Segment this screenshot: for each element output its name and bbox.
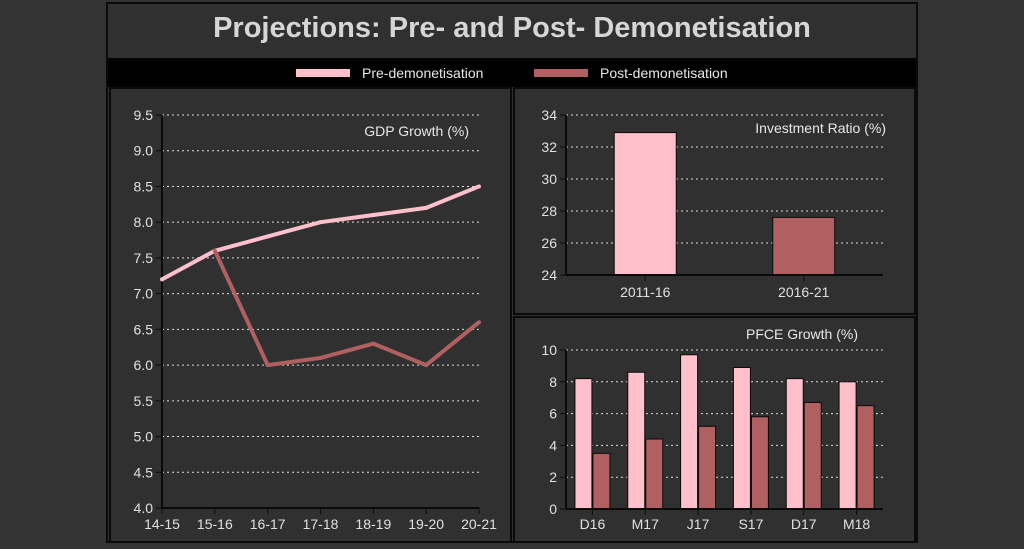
gdp-xtick-label: 16-17 [250,516,286,532]
gdp-xtick-label: 19-20 [408,516,444,532]
inv-ytick-label: 28 [541,203,557,219]
gdp-point-1 [424,363,429,368]
pfce-ytick-label: 4 [549,437,557,453]
pfce-bar-0 [574,378,593,510]
gdp-point-1 [212,248,217,253]
pfce-bar-1 [592,452,611,510]
gdp-point-0 [160,277,164,282]
pfce-bar-0 [785,378,804,510]
inv-xtick-label: 2016-21 [778,284,830,300]
pfce-xtick-label: D16 [580,516,606,532]
legend-swatch-post [534,68,588,77]
gdp-point-0 [265,234,270,239]
pfce-chart-title: PFCE Growth (%) [746,326,858,342]
gdp-ytick-label: 6.5 [134,321,154,337]
pfce-growth-panel: 0 2 4 6 8 10 D16 M17 J17 S17 D17 M18 PFCE Growth (%) [513,316,916,543]
pfce-xtick-label: J17 [687,516,710,532]
pfce-growth-chart: 0 2 4 6 8 10 D16 M17 J17 S17 D17 M18 PFCE Growth (%) [541,326,883,532]
gdp-ytick-label: 5.0 [134,429,154,445]
gdp-point-1 [265,363,270,368]
gdp-point-0 [318,220,323,225]
gdp-point-1 [477,320,481,325]
gdp-growth-chart: 4.0 4.5 5.0 5.5 6.0 6.5 7.0 7.5 8.0 8.5 9.0 9.5 14-1… [134,107,498,532]
investment-ratio-chart: 24 26 28 30 32 34 2011-16 2016-21 Investment Rat… [541,107,886,300]
pfce-ytick-label: 6 [549,406,557,422]
pfce-bar-0 [838,381,857,510]
gdp-series-line-1 [213,249,481,368]
legend: Pre-demonetisation Post-demonetisation [108,58,916,87]
pfce-ytick-label: 8 [549,374,557,390]
legend-item-pre: Pre-demonetisation [296,58,483,87]
inv-ytick-label: 32 [541,139,557,155]
pfce-ytick-label: 0 [549,501,557,517]
legend-swatch-pre [296,68,350,77]
pfce-bar-0 [732,366,751,510]
pfce-bar-0 [627,371,646,510]
pfce-bar-0 [680,354,699,510]
figure-frame: Projections: Pre- and Post- Demonetisati… [106,2,918,543]
pfce-ytick-label: 10 [541,342,557,358]
inv-xtick-label: 2011-16 [620,284,671,300]
gdp-ytick-label: 4.0 [134,500,154,516]
gdp-series-line-0 [161,184,480,282]
gdp-chart-title: GDP Growth (%) [364,123,469,139]
gdp-xtick-label: 20-21 [461,516,497,532]
inv-ytick-label: 26 [541,235,557,251]
gdp-point-0 [477,184,481,189]
gdp-ytick-label: 8.5 [134,178,154,194]
legend-label-post: Post-demonetisation [600,64,728,81]
gdp-ytick-label: 5.5 [134,393,154,409]
gdp-point-1 [371,341,376,346]
pfce-bar-1 [645,438,664,510]
gdp-ytick-label: 8.0 [134,214,154,230]
pfce-xtick-label: M18 [843,516,870,532]
gdp-xtick-label: 17-18 [303,516,339,532]
pfce-bar-1 [803,401,822,510]
gdp-xtick-label: 15-16 [197,516,233,532]
pfce-bar-1 [856,405,875,510]
inv-ytick-label: 24 [541,267,557,283]
gdp-point-0 [371,213,376,218]
gdp-ytick-label: 9.0 [134,143,154,159]
gdp-ytick-label: 6.0 [134,357,154,373]
gdp-xtick-label: 14-15 [144,516,180,532]
inv-ytick-label: 34 [541,107,557,123]
gdp-point-0 [424,205,429,210]
inv-bar [613,132,677,276]
figure-title: Projections: Pre- and Post- Demonetisati… [213,12,811,44]
gdp-xtick-label: 18-19 [355,516,391,532]
investment-ratio-panel: 24 26 28 30 32 34 2011-16 2016-21 Investment Rat… [513,87,916,315]
gdp-growth-panel: 4.0 4.5 5.0 5.5 6.0 6.5 7.0 7.5 8.0 8.5 9.0 9.5 14-1… [109,87,512,543]
gdp-ytick-label: 7.5 [134,250,154,266]
gdp-ytick-label: 4.5 [134,464,154,480]
inv-bar [772,216,836,276]
pfce-xtick-label: S17 [738,516,763,532]
inv-chart-title: Investment Ratio (%) [755,120,886,136]
pfce-ytick-label: 2 [549,469,557,485]
pfce-bar-1 [750,416,769,510]
legend-item-post: Post-demonetisation [534,58,728,87]
gdp-ytick-label: 9.5 [134,107,154,123]
gdp-point-1 [318,355,323,360]
inv-ytick-label: 30 [541,171,557,187]
pfce-xtick-label: D17 [791,516,817,532]
gdp-ytick-label: 7.0 [134,286,154,302]
pfce-xtick-label: M17 [632,516,659,532]
legend-label-pre: Pre-demonetisation [362,64,484,81]
pfce-bar-1 [698,425,717,510]
